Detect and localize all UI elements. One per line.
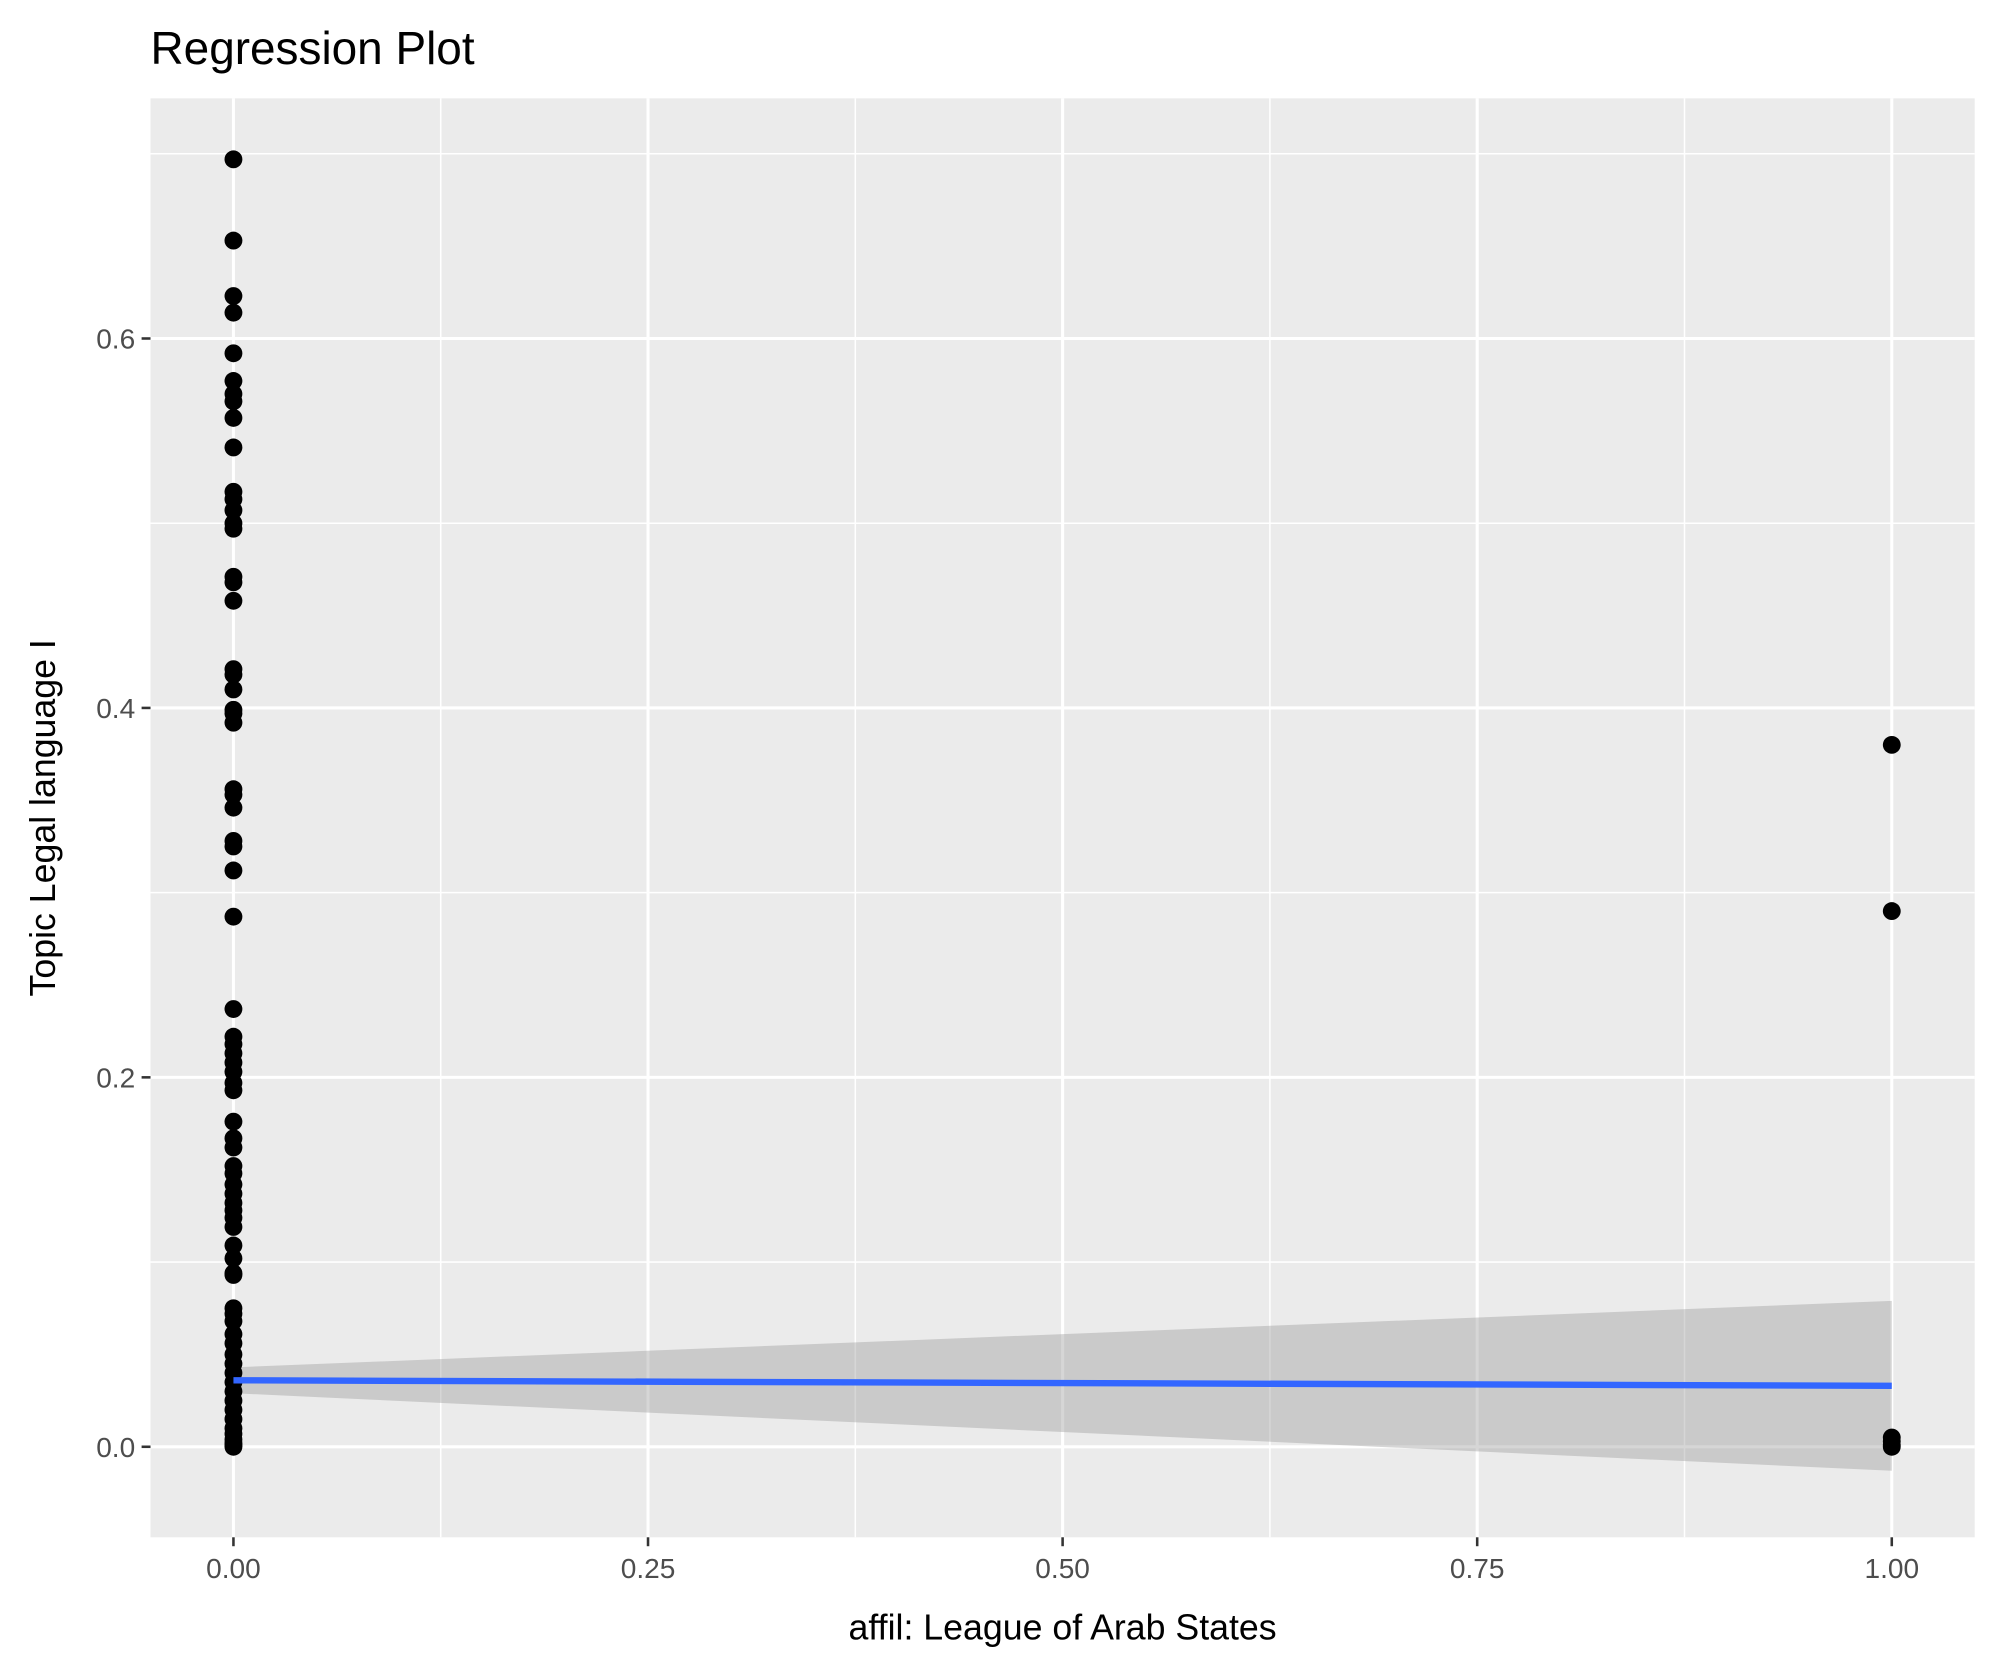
- data-point: [224, 591, 243, 610]
- data-point: [224, 1112, 243, 1131]
- data-point: [224, 344, 243, 363]
- data-point: [224, 287, 243, 305]
- grid: [150, 98, 1975, 1538]
- x-axis-label: affil: League of Arab States: [849, 1607, 1277, 1647]
- data-point: [224, 1437, 243, 1456]
- fit-line-group: [233, 1377, 1892, 1390]
- x-tick-label: 0.25: [621, 1553, 676, 1584]
- data-point: [224, 713, 243, 732]
- data-point: [224, 1266, 243, 1284]
- y-tick-label: 0.4: [96, 693, 135, 724]
- data-point: [224, 785, 243, 804]
- regression-line: [233, 1377, 1892, 1390]
- data-point: [1882, 735, 1901, 754]
- data-point: [224, 150, 243, 169]
- data-point: [1882, 1437, 1901, 1456]
- points: [224, 150, 1901, 1456]
- y-tick-label: 0.6: [96, 324, 135, 355]
- data-point: [224, 1312, 243, 1331]
- x-tick-label: 1.00: [1864, 1553, 1919, 1584]
- data-point: [224, 231, 243, 250]
- data-point: [224, 501, 243, 520]
- chart-title: Regression Plot: [151, 22, 475, 74]
- data-point: [224, 1081, 243, 1100]
- data-point: [224, 665, 243, 684]
- axes: 0.00 0.25 0.50 0.75 1.00 0.0 0.2 0.4 0.6: [96, 324, 1919, 1584]
- data-point: [224, 907, 243, 926]
- data-point: [224, 1249, 243, 1268]
- data-point: [224, 573, 243, 592]
- x-tick-label: 0.50: [1035, 1553, 1090, 1584]
- data-point: [224, 303, 243, 322]
- x-tick-label: 0.75: [1450, 1553, 1505, 1584]
- data-point: [224, 1236, 243, 1255]
- data-point: [1882, 902, 1901, 921]
- y-axis-label: Topic Legal language I: [23, 639, 63, 996]
- data-point: [224, 372, 243, 390]
- data-point: [224, 519, 243, 538]
- x-tick-label: 0.00: [206, 1553, 261, 1584]
- data-point: [224, 408, 243, 427]
- data-point: [224, 1000, 243, 1018]
- data-point: [224, 1138, 243, 1157]
- data-point: [224, 798, 243, 817]
- data-point: [224, 392, 243, 411]
- data-point: [224, 680, 243, 699]
- y-tick-label: 0.2: [96, 1063, 135, 1094]
- data-point: [224, 837, 243, 856]
- data-point: [224, 1218, 243, 1236]
- data-point: [224, 438, 243, 457]
- y-tick-label: 0.0: [96, 1432, 135, 1463]
- data-point: [224, 861, 243, 880]
